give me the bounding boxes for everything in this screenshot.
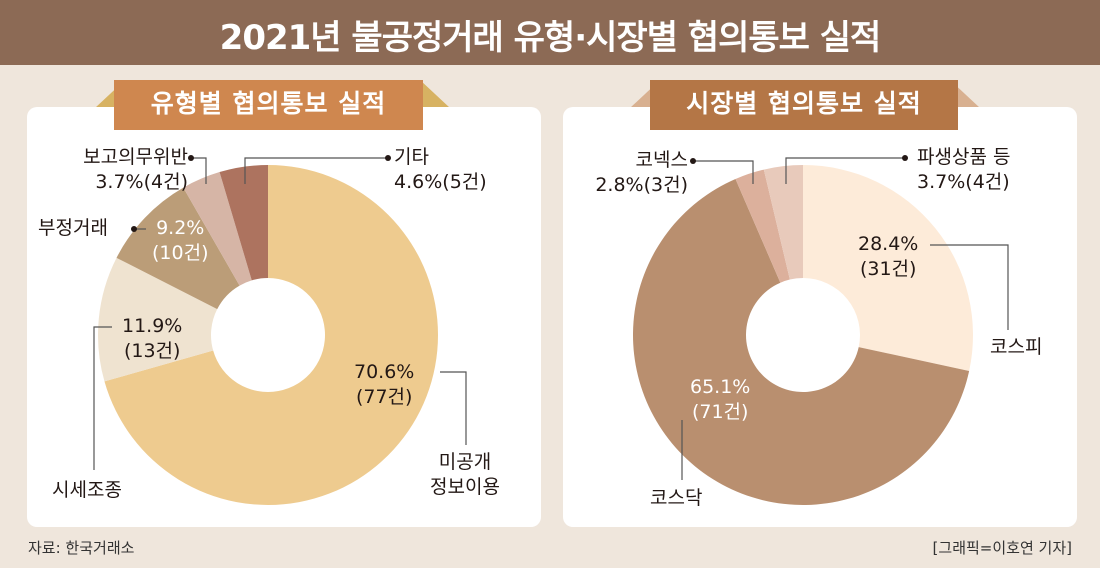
label-unfair-trade: 부정거래 bbox=[38, 217, 108, 239]
label-kosdaq: 코스닥 bbox=[650, 487, 703, 509]
label-other: 기타 4.6%(5건) bbox=[394, 146, 487, 193]
leader-dot bbox=[385, 155, 391, 161]
donut-0 bbox=[98, 165, 439, 505]
leader-line bbox=[244, 157, 388, 184]
type-chart-title: 유형별 협의통보 실적 bbox=[114, 80, 423, 130]
label-manipulation: 시세조종 bbox=[52, 479, 122, 501]
leader-line bbox=[440, 371, 467, 445]
slice-코넥스 bbox=[735, 169, 790, 283]
leader-dot bbox=[131, 226, 137, 232]
ribbon-wing bbox=[420, 80, 450, 108]
market-chart-title: 시장별 협의통보 실적 bbox=[650, 80, 958, 130]
value-insider: 70.6% (77건) bbox=[354, 361, 415, 408]
label-konex: 코넥스 2.8%(3건) bbox=[595, 149, 688, 196]
label-report-violation: 보고의무위반 3.7%(4건) bbox=[83, 146, 188, 193]
slice-미공개-정보이용 bbox=[104, 165, 439, 505]
value-manipulation: 11.9% (13건) bbox=[122, 315, 183, 362]
slice-코스닥 bbox=[633, 178, 970, 505]
slice-보고의무위반 bbox=[183, 172, 252, 286]
slice-기타 bbox=[219, 165, 268, 281]
page-title: 2021년 불공정거래 유형·시장별 협의통보 실적 bbox=[219, 18, 882, 58]
label-kospi: 코스피 bbox=[990, 336, 1043, 358]
leader-lines bbox=[93, 157, 1009, 480]
source-note: 자료: 한국거래소 bbox=[28, 539, 135, 557]
value-kosdaq: 65.1% (71건) bbox=[690, 376, 751, 423]
graphic-credit: [그래픽=이호연 기자] bbox=[932, 539, 1072, 557]
leader-line bbox=[192, 157, 207, 184]
slice-시세조종 bbox=[98, 257, 218, 382]
leader-line bbox=[930, 244, 1009, 330]
label-insider: 미공개 정보이용 bbox=[430, 451, 500, 498]
value-unfair-trade: 9.2% (10건) bbox=[152, 217, 209, 264]
label-derivatives: 파생상품 등 3.7%(4건) bbox=[917, 146, 1011, 193]
leader-line bbox=[785, 157, 905, 184]
title-bar bbox=[0, 0, 1100, 65]
leader-dot bbox=[188, 155, 194, 161]
slice-부정거래 bbox=[116, 187, 240, 310]
leader-line bbox=[694, 160, 754, 184]
leader-line bbox=[93, 326, 112, 470]
value-kospi: 28.4% (31건) bbox=[858, 233, 919, 280]
donut-1 bbox=[633, 165, 973, 505]
leader-dot bbox=[690, 158, 696, 164]
leader-dot bbox=[902, 155, 908, 161]
slice-파생상품-등 bbox=[763, 165, 803, 280]
slice-코스피 bbox=[803, 165, 973, 372]
